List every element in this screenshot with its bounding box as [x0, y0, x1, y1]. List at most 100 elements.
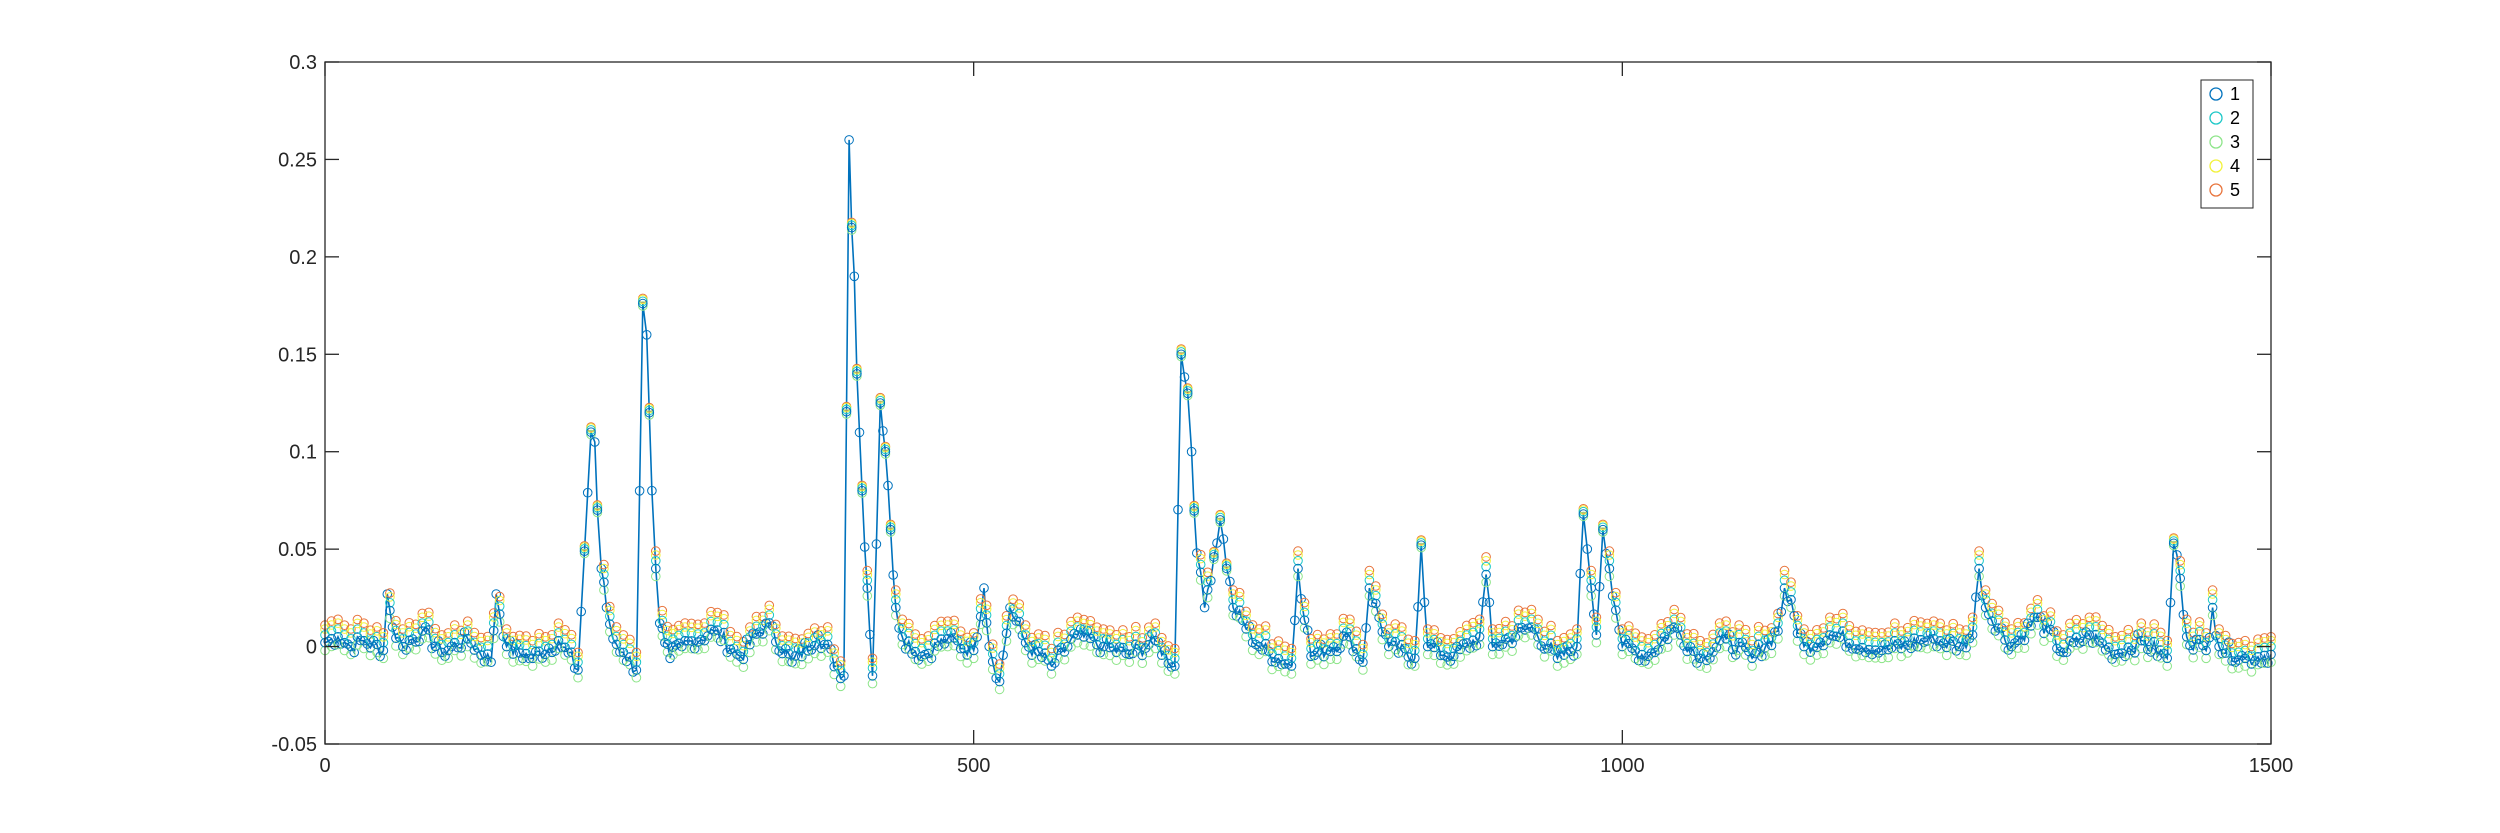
marker-1	[674, 638, 684, 649]
marker-3	[521, 656, 531, 667]
marker-4	[955, 630, 966, 640]
marker-1	[1348, 646, 1358, 657]
marker-1	[1218, 534, 1229, 544]
marker-2	[1935, 628, 1945, 638]
marker-5	[1332, 629, 1342, 639]
marker-5	[2019, 618, 2030, 628]
marker-2	[534, 638, 544, 649]
marker-4	[2130, 634, 2140, 645]
marker-3	[2058, 655, 2069, 666]
marker-2	[1170, 653, 1180, 664]
marker-5	[488, 608, 499, 618]
marker-3	[981, 625, 992, 636]
marker-5	[1961, 625, 1971, 635]
marker-4	[1987, 602, 1997, 613]
marker-4	[699, 622, 710, 632]
marker-4	[2136, 622, 2147, 632]
marker-1	[1111, 647, 1122, 658]
marker-5	[1831, 613, 1842, 624]
marker-2	[1604, 556, 1615, 566]
marker-1	[1890, 635, 1900, 646]
marker-1	[576, 606, 587, 617]
marker-5	[378, 628, 389, 638]
marker-5	[1273, 636, 1284, 646]
marker-4	[1410, 639, 1420, 650]
marker-5	[534, 628, 544, 639]
marker-3	[1377, 634, 1388, 645]
marker-3	[501, 649, 512, 660]
marker-3	[1922, 643, 1932, 654]
marker-4	[1234, 591, 1245, 602]
marker-1	[2237, 650, 2247, 661]
marker-2	[456, 635, 467, 646]
marker-1	[1293, 563, 1303, 574]
marker-5	[476, 632, 486, 643]
marker-3	[404, 643, 415, 653]
marker-1	[1422, 641, 1433, 652]
marker-4	[1546, 624, 1556, 635]
marker-5	[2214, 624, 2224, 634]
marker-1	[910, 646, 921, 657]
marker-5	[1714, 618, 1725, 628]
marker-1	[1448, 651, 1459, 662]
marker-2	[1410, 645, 1420, 656]
marker-5	[618, 630, 629, 640]
marker-5	[1708, 629, 1718, 640]
marker-5	[1883, 627, 1894, 638]
marker-2	[1624, 630, 1634, 641]
marker-5	[1338, 613, 1349, 624]
marker-4	[862, 569, 873, 580]
marker-3	[1092, 647, 1102, 658]
marker-2	[1403, 644, 1414, 654]
marker-4	[1993, 609, 2004, 620]
marker-3	[1221, 566, 1232, 576]
marker-2	[2162, 645, 2172, 656]
marker-2	[975, 603, 986, 614]
marker-5	[2162, 635, 2172, 646]
marker-1	[2155, 645, 2166, 655]
marker-1	[885, 524, 896, 535]
marker-3	[1844, 646, 1855, 656]
marker-4	[2246, 645, 2257, 656]
marker-5	[1442, 634, 1452, 645]
marker-1	[1124, 649, 1135, 660]
marker-4	[981, 604, 992, 615]
marker-1	[427, 643, 437, 654]
marker-3	[1435, 658, 1446, 669]
marker-1	[1701, 655, 1712, 666]
marker-4	[1163, 645, 1174, 655]
marker-1	[1961, 642, 1971, 653]
marker-4	[1708, 633, 1718, 644]
marker-5	[2000, 617, 2010, 628]
legend-label: 4	[2230, 156, 2240, 176]
marker-3	[2026, 628, 2036, 639]
marker-3	[968, 653, 979, 664]
marker-1	[631, 665, 642, 675]
marker-5	[1410, 635, 1420, 646]
marker-3	[790, 658, 801, 669]
marker-1	[1812, 642, 1822, 653]
marker-1	[712, 625, 723, 635]
marker-4	[417, 612, 428, 623]
marker-2	[651, 556, 661, 566]
marker-2	[1520, 617, 1530, 627]
marker-1	[1637, 649, 1647, 660]
marker-3	[1189, 508, 1199, 518]
marker-4	[625, 638, 635, 649]
marker-1	[2026, 621, 2036, 631]
marker-4	[1397, 626, 1407, 636]
marker-4	[488, 612, 499, 622]
marker-1	[359, 635, 369, 646]
marker-3	[1228, 610, 1238, 621]
marker-1	[2123, 642, 2134, 653]
marker-4	[1403, 638, 1414, 649]
marker-5	[1163, 641, 1174, 651]
marker-1	[936, 634, 947, 644]
marker-2	[2214, 634, 2224, 644]
marker-1	[1727, 644, 1738, 655]
marker-2	[1059, 639, 1070, 650]
marker-1	[1737, 637, 1748, 648]
legend: 1 2 3 4 5	[2200, 79, 2254, 209]
marker-4	[2253, 638, 2263, 648]
marker-2	[1688, 638, 1699, 649]
